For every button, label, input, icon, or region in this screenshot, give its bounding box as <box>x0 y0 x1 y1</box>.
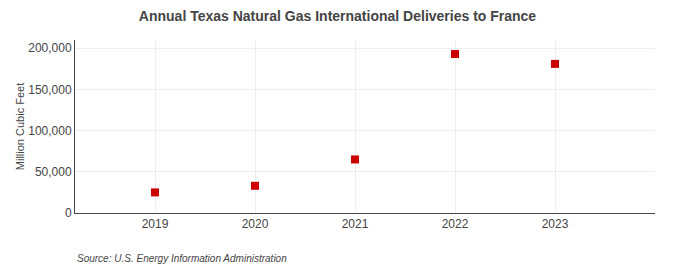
svg-text:Annual Texas Natural Gas Inter: Annual Texas Natural Gas International D… <box>139 8 537 24</box>
svg-text:100,000: 100,000 <box>28 124 72 138</box>
svg-text:50,000: 50,000 <box>35 165 72 179</box>
svg-text:Source: U.S. Energy Informatio: Source: U.S. Energy Information Administ… <box>77 253 287 264</box>
svg-text:0: 0 <box>65 206 72 220</box>
svg-text:Million Cubic Feet: Million Cubic Feet <box>14 83 26 170</box>
svg-text:200,000: 200,000 <box>28 41 72 55</box>
svg-text:2022: 2022 <box>442 217 469 231</box>
svg-text:2023: 2023 <box>542 217 569 231</box>
svg-text:2019: 2019 <box>142 217 169 231</box>
svg-text:2021: 2021 <box>342 217 369 231</box>
svg-text:2020: 2020 <box>242 217 269 231</box>
svg-text:150,000: 150,000 <box>28 83 72 97</box>
